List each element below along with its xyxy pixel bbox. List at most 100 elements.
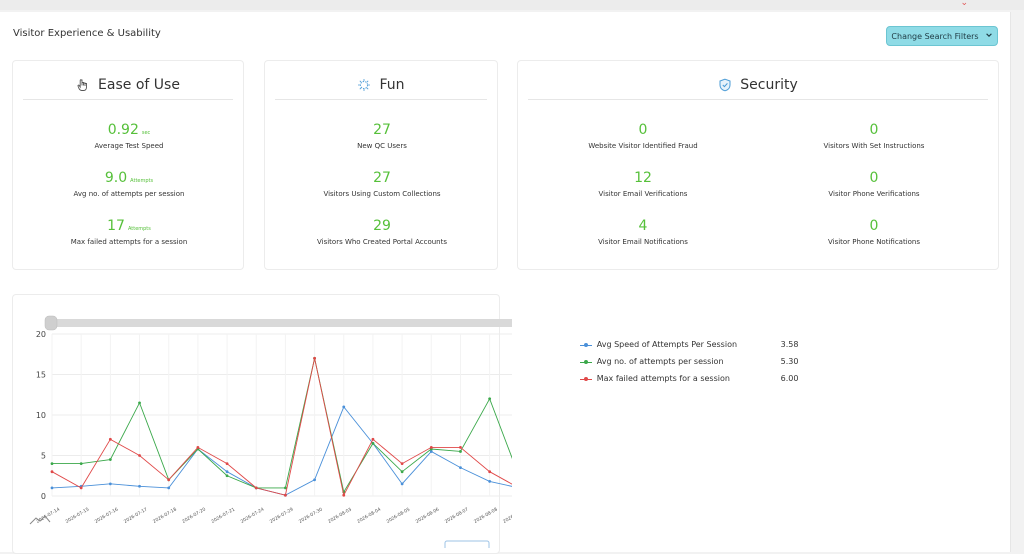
series-2-point[interactable]: [429, 446, 433, 449]
y-tick-label: 15: [36, 371, 46, 380]
metric-label: Visitor Email Verifications: [598, 190, 688, 198]
series-0-point[interactable]: [459, 466, 462, 470]
series-0-point[interactable]: [342, 405, 346, 409]
y-axis: 0 5 10 15 20: [36, 330, 46, 501]
series-line-1: [52, 358, 512, 494]
series-2-point[interactable]: [342, 493, 346, 497]
card-header: Fun: [275, 71, 487, 100]
metric-average-test-speed: 0.92 sec Average Test Speed: [29, 119, 229, 150]
x-tick-label: 2026-07-17: [123, 506, 149, 524]
series-1-point[interactable]: [371, 441, 375, 445]
metric-phone-verifications: 0 Visitor Phone Verifications: [774, 167, 974, 198]
series-1-point[interactable]: [138, 401, 141, 405]
metric-value: 27: [373, 122, 391, 138]
legend-label: Max failed attempts for a session: [596, 374, 730, 383]
metric-max-failed-attempts: 17 Attempts Max failed attempts for a ses…: [29, 215, 229, 246]
y-tick-label: 10: [36, 411, 46, 420]
fun-card: Fun 27 New QC Users 27 Visitors Using Cu…: [264, 60, 498, 270]
series-2-point[interactable]: [254, 486, 258, 490]
metric-email-verifications: 12 Visitor Email Verifications: [543, 167, 743, 198]
series-0-point[interactable]: [429, 450, 433, 453]
legend-item-avg-speed[interactable]: Avg Speed of Attempts Per Session 3.58: [580, 336, 810, 353]
metric-value: 0.92: [107, 122, 139, 138]
metric-custom-collections: 27 Visitors Using Custom Collections: [282, 167, 482, 198]
x-tick-label: 2026-07-24: [240, 506, 266, 524]
chevron-down-icon[interactable]: ⌄: [960, 0, 968, 8]
card-header: Security: [528, 71, 988, 100]
series-1-point[interactable]: [50, 462, 54, 465]
series-1-point[interactable]: [225, 474, 229, 478]
series-line-0: [51, 406, 512, 496]
series-1-point[interactable]: [108, 458, 112, 461]
metric-avg-attempts: 9.0 Attempts Avg no. of attempts per sess…: [29, 167, 229, 198]
series-1-point[interactable]: [459, 450, 462, 453]
x-tick-label: 2026-07-21: [210, 506, 236, 524]
series-2-point[interactable]: [167, 478, 171, 482]
legend-item-max-failed[interactable]: Max failed attempts for a session 6.00: [580, 370, 810, 387]
series-2-point[interactable]: [50, 470, 54, 474]
series-2-point[interactable]: [284, 493, 287, 497]
metric-label: Visitor Phone Notifications: [827, 238, 921, 246]
x-tick-label: 2026-08-03: [327, 506, 353, 524]
metric-value: 17: [107, 218, 125, 234]
series-line-2: [51, 358, 512, 497]
series-0-point[interactable]: [225, 470, 229, 474]
series-0-point[interactable]: [167, 486, 171, 490]
series-2-point[interactable]: [371, 437, 375, 441]
metric-phone-notifications: 0 Visitor Phone Notifications: [774, 215, 974, 246]
zoom-reset-button[interactable]: [444, 540, 490, 548]
series-0-point[interactable]: [138, 484, 141, 488]
series-1-point[interactable]: [284, 486, 287, 490]
security-card: Security 0 Website Visitor Identified Fr…: [517, 60, 999, 270]
metric-value: 12: [634, 170, 652, 186]
series-0-point[interactable]: [488, 480, 492, 483]
x-tick-label: 2026-07-20: [181, 506, 207, 524]
metric-portal-accounts: 29 Visitors Who Created Portal Accounts: [282, 215, 482, 246]
hand-pointer-icon: [76, 78, 90, 92]
series-2-point[interactable]: [196, 446, 200, 449]
change-search-filters-button[interactable]: Change Search Filters: [886, 26, 998, 46]
series-2-point[interactable]: [400, 462, 404, 465]
chart-series: [50, 356, 512, 497]
x-tick-label: 2026-07-29: [269, 506, 295, 524]
range-slider-track[interactable]: [50, 319, 512, 327]
section-title: Visitor Experience & Usability: [13, 28, 161, 39]
series-2-point[interactable]: [225, 462, 229, 465]
series-0-point[interactable]: [108, 482, 112, 486]
metric-label: Avg no. of attempts per session: [73, 190, 185, 198]
series-1-point[interactable]: [488, 397, 492, 401]
metric-value: 0: [869, 218, 879, 234]
metric-value: 29: [373, 218, 391, 234]
series-2-point[interactable]: [459, 446, 462, 449]
series-0-point[interactable]: [50, 486, 54, 490]
legend-line-icon: [580, 358, 592, 366]
series-2-point[interactable]: [79, 486, 83, 490]
sparkle-icon: [357, 78, 371, 92]
legend-item-avg-attempts[interactable]: Avg no. of attempts per session 5.30: [580, 353, 810, 370]
metric-value: 0: [869, 122, 879, 138]
range-slider[interactable]: [44, 315, 512, 331]
metric-value: 27: [373, 170, 391, 186]
series-2-point[interactable]: [488, 470, 492, 474]
series-0-point[interactable]: [400, 482, 404, 486]
series-2-point[interactable]: [138, 454, 141, 457]
shield-icon: [718, 78, 732, 92]
metric-value: 4: [638, 218, 648, 234]
x-tick-label: 2026-07-30: [298, 506, 324, 524]
legend-line-icon: [580, 341, 592, 349]
legend-value: 3.58: [780, 340, 799, 349]
chart-legend: Avg Speed of Attempts Per Session 3.58 A…: [580, 336, 810, 387]
legend-value: 5.30: [780, 357, 799, 366]
x-tick-label: 2026-07-15: [65, 506, 91, 524]
range-slider-left-handle[interactable]: [44, 315, 58, 331]
series-0-point[interactable]: [313, 478, 316, 482]
series-1-point[interactable]: [400, 470, 404, 474]
series-1-point[interactable]: [79, 462, 83, 465]
x-tick-label: 2026-07-16: [94, 506, 120, 524]
series-2-point[interactable]: [108, 437, 112, 441]
x-tick-label: 2026-08-10: [502, 506, 512, 524]
series-2-point[interactable]: [313, 356, 316, 360]
ease-of-use-card: Ease of Use 0.92 sec Average Test Speed 9…: [12, 60, 244, 270]
metric-unit: Attempts: [130, 178, 154, 184]
